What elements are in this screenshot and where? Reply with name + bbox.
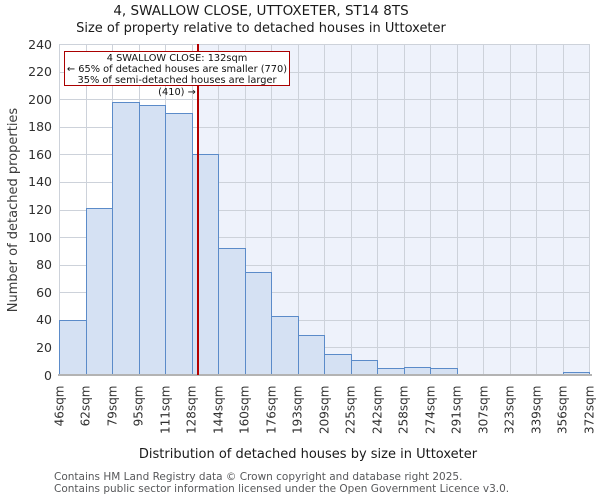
gridline-vertical <box>456 44 458 375</box>
x-tick-label: 160sqm <box>237 385 252 434</box>
histogram-bar <box>324 354 352 375</box>
y-tick-label: 20 <box>36 339 52 355</box>
y-tick-label: 60 <box>36 284 52 300</box>
gridline-vertical <box>350 44 352 375</box>
annotation-line-1: 4 SWALLOW CLOSE: 132sqm <box>106 53 248 64</box>
x-tick-label: 323sqm <box>502 385 517 434</box>
gridline-vertical <box>271 44 272 375</box>
y-tick-label: 100 <box>28 229 52 245</box>
y-tick-label: 200 <box>28 91 52 107</box>
gridline-vertical <box>509 44 511 375</box>
x-tick-label: 258sqm <box>396 385 411 434</box>
x-tick-label: 95sqm <box>131 385 146 426</box>
gridline-vertical <box>483 44 484 375</box>
x-tick-label: 307sqm <box>476 385 490 434</box>
y-tick-label: 140 <box>28 174 52 190</box>
x-tick-label: 79sqm <box>105 385 119 426</box>
chart-subtitle: Size of property relative to detached ho… <box>76 21 446 36</box>
x-tick-label: 339sqm <box>529 385 543 434</box>
attribution-footer: Contains HM Land Registry data © Crown c… <box>54 471 509 495</box>
plot-area <box>59 44 590 376</box>
annotation-line-2: ← 65% of detached houses are smaller (77… <box>66 64 288 76</box>
y-tick-label: 240 <box>28 36 52 52</box>
annotation-box: 4 SWALLOW CLOSE: 132sqm ← 65% of detache… <box>64 51 290 98</box>
histogram-bar <box>271 315 299 375</box>
x-tick-label: 193sqm <box>290 385 305 434</box>
histogram-bar <box>191 154 219 375</box>
gridline-vertical <box>403 44 405 375</box>
footer-line-1: Contains HM Land Registry data © Crown c… <box>54 471 463 483</box>
x-tick-label: 128sqm <box>184 385 199 434</box>
y-tick-label: 80 <box>36 257 52 273</box>
histogram-bar <box>244 271 272 375</box>
gridline-vertical <box>589 44 590 375</box>
annotation-line-3: 35% of semi-detached houses are larger (… <box>77 75 277 98</box>
x-tick-label: 144sqm <box>211 385 225 434</box>
x-tick-label: 372sqm <box>582 385 596 434</box>
x-tick-label: 356sqm <box>555 385 570 434</box>
x-tick-label: 46sqm <box>52 385 66 426</box>
gridline-vertical <box>59 44 60 375</box>
x-tick-label: 225sqm <box>343 385 358 434</box>
histogram-bar <box>85 208 113 375</box>
y-tick-label: 40 <box>36 312 52 328</box>
y-tick-label: 0 <box>44 367 52 383</box>
x-tick-label: 291sqm <box>449 385 464 434</box>
histogram-bar <box>350 359 378 375</box>
gridline-vertical <box>430 44 431 375</box>
footer-line-2: Contains public sector information licen… <box>54 483 510 495</box>
histogram-bar <box>218 248 246 375</box>
y-tick-label: 180 <box>28 119 52 135</box>
histogram-bar <box>430 368 458 375</box>
gridline-vertical <box>324 44 325 375</box>
x-tick-label: 176sqm <box>264 385 278 434</box>
x-tick-label: 111sqm <box>158 385 172 434</box>
x-axis-line <box>58 374 592 376</box>
histogram-bar <box>59 319 87 375</box>
x-tick-label: 274sqm <box>423 385 437 434</box>
histogram-bar <box>138 104 166 375</box>
marker-line <box>197 44 200 375</box>
x-axis-title: Distribution of detached houses by size … <box>138 447 478 462</box>
y-tick-label: 120 <box>28 202 52 217</box>
y-tick-label: 160 <box>28 146 52 162</box>
histogram-bar <box>297 335 325 375</box>
x-tick-label: 209sqm <box>317 385 331 434</box>
gridline-vertical <box>297 44 299 375</box>
gridline-vertical <box>536 44 537 375</box>
chart-title: 4, SWALLOW CLOSE, UTTOXETER, ST14 8TS <box>113 3 409 19</box>
x-tick-label: 242sqm <box>370 385 384 434</box>
histogram-bar <box>165 112 193 375</box>
y-tick-label: 220 <box>28 64 52 80</box>
x-tick-label: 62sqm <box>78 385 93 426</box>
histogram-bar <box>112 101 140 375</box>
gridline-vertical <box>562 44 564 375</box>
histogram-bar <box>562 372 590 375</box>
gridline-vertical <box>377 44 378 375</box>
gridline-vertical <box>244 44 246 375</box>
